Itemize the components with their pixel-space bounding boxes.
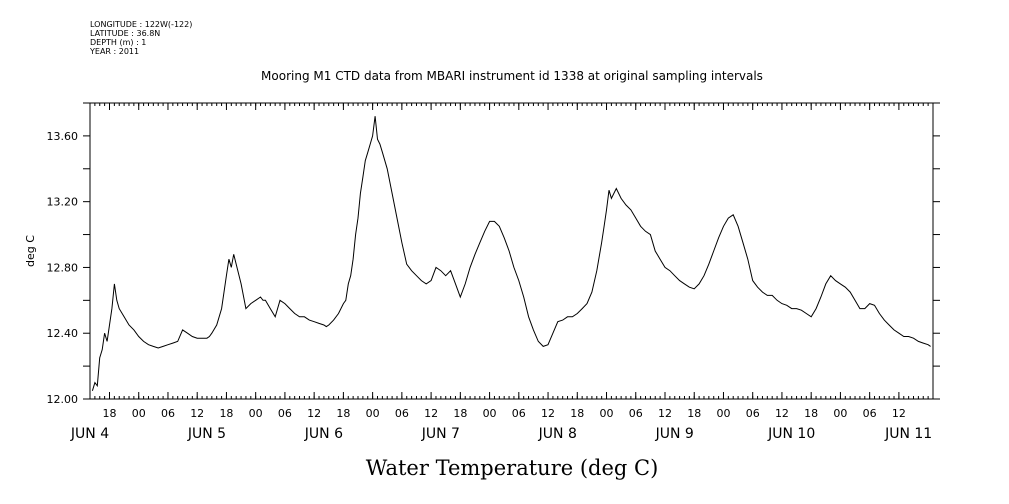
series-line-water-temperature xyxy=(91,116,931,391)
year-label: YEAR : 2011 xyxy=(90,47,140,56)
x-day-label: JUN 8 xyxy=(538,426,577,442)
x-tick-label: 00 xyxy=(132,407,146,420)
x-day-label: JUN 10 xyxy=(767,426,815,442)
x-tick-label: 12 xyxy=(775,407,789,420)
x-day-label: JUN 7 xyxy=(421,426,460,442)
x-tick-label: 00 xyxy=(249,407,263,420)
latitude-label: LATITUDE : 36.8N xyxy=(90,29,161,38)
x-tick-label: 18 xyxy=(453,407,467,420)
x-tick-label: 00 xyxy=(716,407,730,420)
x-day-label: JUN 11 xyxy=(884,426,932,442)
y-tick-label: 12.80 xyxy=(47,261,79,274)
x-tick-label: 06 xyxy=(863,407,877,420)
tick-marks xyxy=(83,102,940,400)
x-tick-label: 12 xyxy=(658,407,672,420)
metadata-block: LONGITUDE : 122W(-122) LATITUDE : 36.8N … xyxy=(90,20,192,56)
x-day-label: JUN 5 xyxy=(187,426,226,442)
x-tick-label: 00 xyxy=(600,407,614,420)
x-tick-label: 18 xyxy=(570,407,584,420)
plot-frame xyxy=(89,102,934,400)
x-tick-label: 12 xyxy=(190,407,204,420)
x-tick-label: 12 xyxy=(541,407,555,420)
y-axis-label: deg C xyxy=(24,235,37,267)
x-tick-label: 12 xyxy=(424,407,438,420)
y-tick-label: 13.60 xyxy=(47,130,79,143)
x-tick-label: 12 xyxy=(892,407,906,420)
y-tick-label: 12.40 xyxy=(47,327,79,340)
x-tick-label: 06 xyxy=(278,407,292,420)
depth-label: DEPTH (m) : 1 xyxy=(90,38,147,47)
x-tick-label: 18 xyxy=(336,407,350,420)
chart-title: Mooring M1 CTD data from MBARI instrumen… xyxy=(261,69,763,83)
x-day-label: JUN 4 xyxy=(70,426,109,442)
x-tick-label: 06 xyxy=(512,407,526,420)
x-tick-label: 18 xyxy=(804,407,818,420)
x-tick-label: 06 xyxy=(746,407,760,420)
x-tick-label: 00 xyxy=(483,407,497,420)
x-tick-label: 18 xyxy=(102,407,116,420)
x-tick-label: 00 xyxy=(366,407,380,420)
x-tick-label: 06 xyxy=(161,407,175,420)
y-tick-label: 13.20 xyxy=(47,196,79,209)
x-axis-label: Water Temperature (deg C) xyxy=(366,456,659,480)
y-tick-label: 12.00 xyxy=(47,393,79,406)
x-tick-label: 06 xyxy=(629,407,643,420)
axis-labels: 18 00 06 12 18 00 06 12 18 00 06 12 18 00 06 12 18 00 06 12… xyxy=(47,130,933,442)
x-tick-label: 18 xyxy=(219,407,233,420)
x-tick-label: 12 xyxy=(307,407,321,420)
x-tick-label: 06 xyxy=(395,407,409,420)
x-tick-label: 18 xyxy=(687,407,701,420)
x-day-label: JUN 6 xyxy=(304,426,343,442)
x-day-label: JUN 9 xyxy=(655,426,694,442)
longitude-label: LONGITUDE : 122W(-122) xyxy=(90,20,193,29)
x-tick-label: 00 xyxy=(833,407,847,420)
